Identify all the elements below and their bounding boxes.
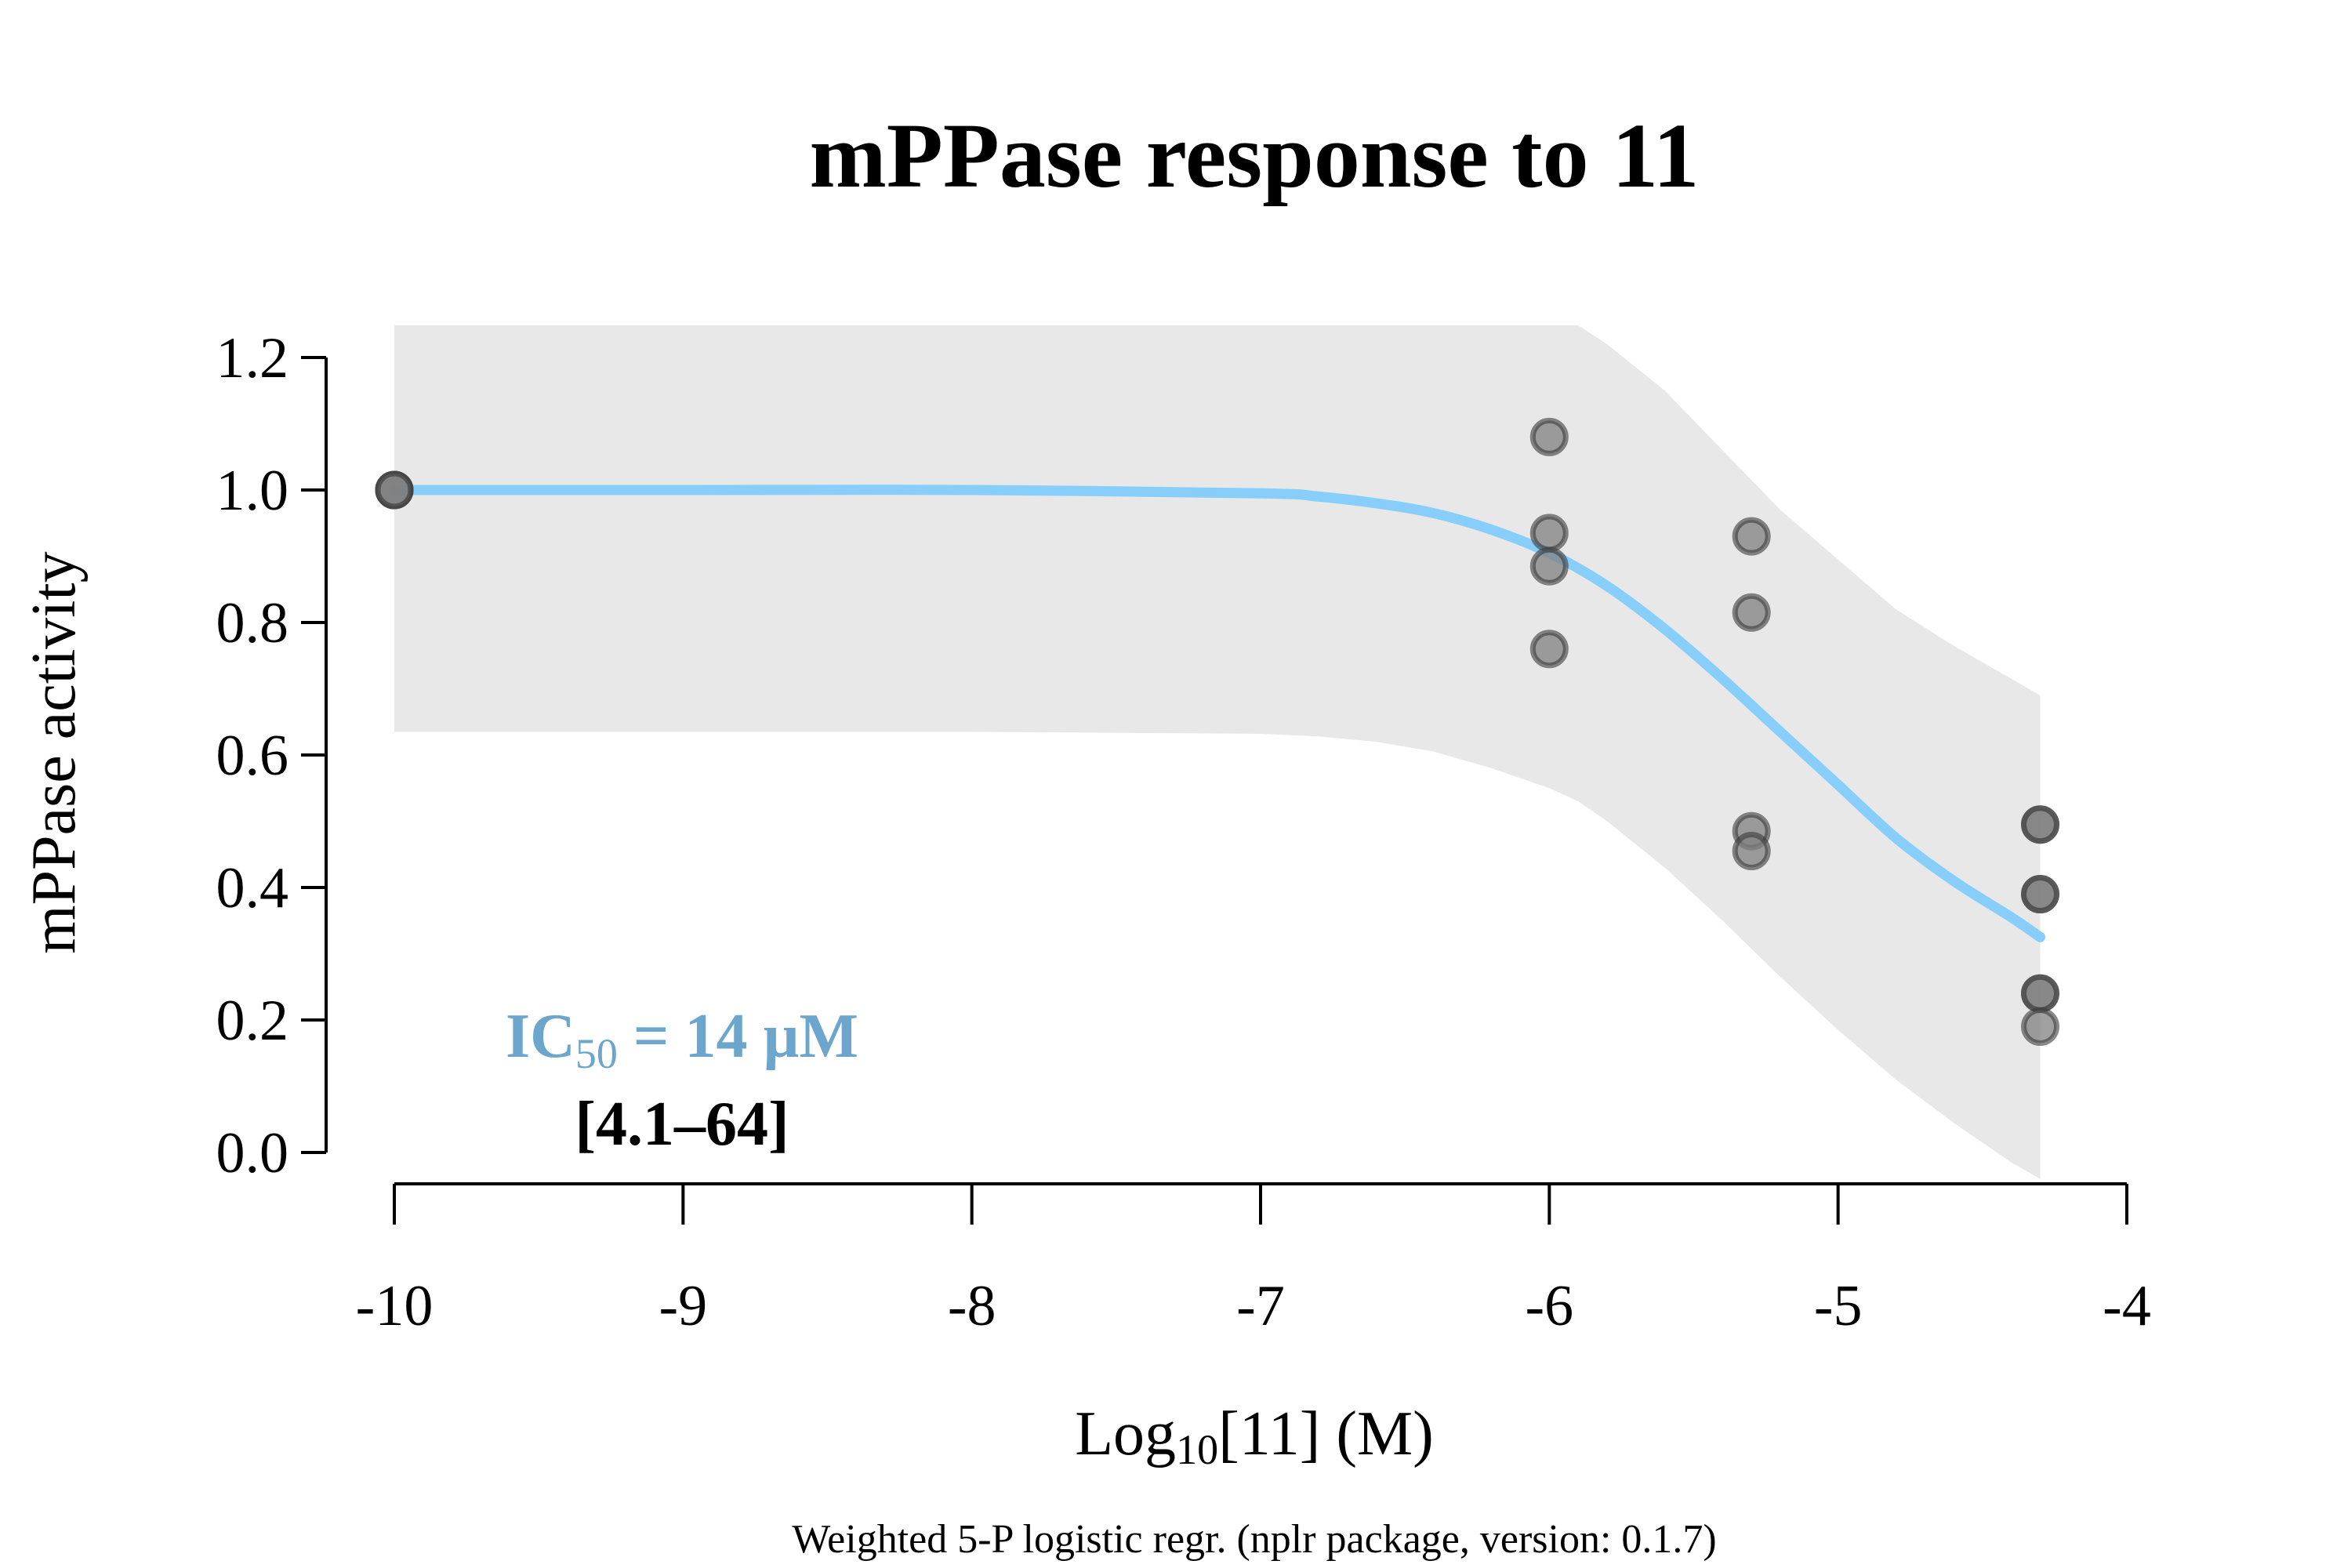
footnote: Weighted 5-P logistic regr. (nplr packag… (792, 1517, 1716, 1562)
data-point (2021, 805, 2059, 844)
data-point (1529, 630, 1569, 669)
x-tick-label: -10 (356, 1274, 434, 1338)
data-points-layer (375, 417, 2059, 1046)
data-point (2021, 1007, 2059, 1046)
y-tick-label: 0.4 (216, 856, 289, 920)
data-point (1732, 517, 1771, 556)
y-tick-label: 0.0 (216, 1121, 289, 1185)
x-axis-title: Log10[11] (M) (1075, 1399, 1434, 1473)
ic50-subscript: 50 (575, 1030, 618, 1077)
fit-curve (389, 485, 2045, 942)
x-tick-label: -8 (948, 1274, 996, 1338)
x-tick-label: -5 (1814, 1274, 1863, 1338)
ic50-value: = 14 µM (618, 1002, 858, 1071)
data-point (1529, 546, 1569, 586)
data-point (1732, 593, 1771, 632)
x-tick-label: -7 (1236, 1274, 1285, 1338)
ic50-label: IC (506, 1002, 575, 1071)
x-axis-title-subscript: 10 (1176, 1426, 1218, 1473)
x-axis-title-main: Log (1075, 1399, 1176, 1468)
data-point (375, 470, 414, 510)
ic50-confidence-interval: [4.1–64] (575, 1090, 789, 1159)
y-tick-label: 0.8 (216, 591, 289, 655)
data-point (2021, 875, 2059, 913)
x-axis-title-rest: [11] (M) (1218, 1399, 1434, 1468)
data-point (1529, 514, 1569, 553)
y-axis-title: mPPase activity (20, 551, 89, 953)
chart-title: mPPase response to 11 (809, 104, 1699, 207)
x-tick-label: -4 (2103, 1274, 2151, 1338)
x-tick-label: -9 (659, 1274, 708, 1338)
y-tick-label: 0.6 (216, 724, 289, 788)
y-tick-label: 1.2 (216, 326, 289, 390)
ic50-annotation: IC50 = 14 µM (506, 1002, 858, 1077)
data-point (1732, 832, 1771, 870)
y-tick-label: 1.0 (216, 459, 289, 523)
fit-curve-layer (389, 485, 2045, 942)
confidence-band (394, 325, 2041, 1179)
data-point (2021, 974, 2059, 1013)
y-tick-label: 0.2 (216, 989, 289, 1053)
confidence-band-layer (394, 325, 2041, 1179)
x-tick-label: -6 (1526, 1274, 1574, 1338)
data-point (1529, 417, 1569, 456)
axes-layer: 0.0 0.2 0.4 0.6 0.8 1.0 1.2 -10 -9 -8 -7 -6 -5 -4 (216, 326, 2151, 1338)
